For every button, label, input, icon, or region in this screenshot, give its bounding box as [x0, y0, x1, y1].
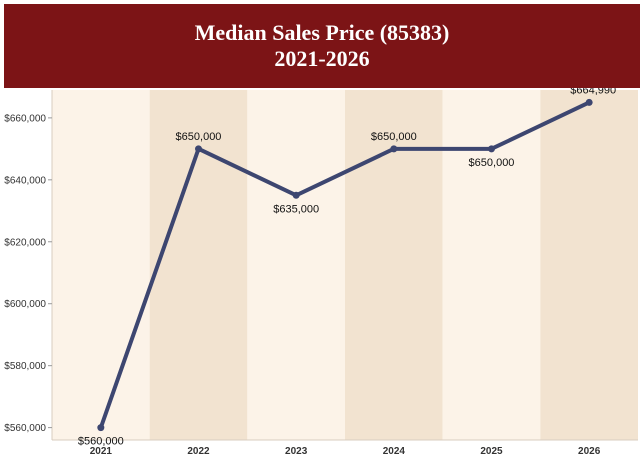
data-label-2021: $560,000 — [78, 436, 124, 448]
x-tick-label: 2024 — [383, 446, 406, 457]
data-label-2022: $650,000 — [176, 131, 222, 143]
data-labels: $560,000 $650,000 $635,000 $650,000 $650,000… — [78, 88, 616, 448]
data-label-2023: $635,000 — [273, 203, 319, 215]
data-point-2022 — [195, 145, 202, 153]
data-point-2021 — [97, 424, 105, 432]
line-chart: $560,000 $580,000 $600,000 $620,000 $640,000… — [4, 88, 638, 457]
band-2026 — [540, 90, 638, 440]
data-label-2024: $650,000 — [371, 131, 417, 143]
chart-title: Median Sales Price (85383) — [194, 20, 450, 45]
data-point-2026 — [585, 98, 593, 106]
y-tick-label: $620,000 — [4, 237, 46, 248]
x-tick-label: 2023 — [285, 446, 308, 457]
x-tick-label: 2022 — [187, 446, 210, 457]
x-axis: 2021 2022 2023 2024 2025 2026 — [90, 446, 601, 457]
x-tick-label: 2021 — [90, 446, 113, 457]
y-tick-label: $560,000 — [4, 423, 46, 434]
band-2023 — [247, 90, 345, 440]
x-tick-label: 2025 — [480, 446, 503, 457]
data-label-2025: $650,000 — [469, 157, 515, 169]
y-tick-label: $640,000 — [4, 175, 46, 186]
chart-title-banner: Median Sales Price (85383) 2021-2026 — [4, 4, 640, 88]
data-point-2025 — [488, 145, 495, 153]
series-line — [98, 100, 592, 430]
y-tick-label: $660,000 — [4, 113, 46, 124]
band-2025 — [442, 90, 541, 440]
x-tick-label: 2026 — [578, 446, 601, 457]
data-point-2023 — [292, 191, 300, 199]
series-median-price — [97, 98, 593, 432]
y-tick-label: $580,000 — [4, 361, 46, 372]
category-bands — [51, 90, 638, 441]
y-axis: $560,000 $580,000 $600,000 $620,000 $640,000… — [4, 113, 52, 434]
chart-subtitle: 2021-2026 — [274, 46, 370, 71]
data-label-2026: $664,990 — [570, 88, 616, 96]
data-point-2024 — [390, 145, 398, 153]
band-2021 — [52, 90, 150, 440]
y-tick-label: $600,000 — [4, 299, 46, 310]
